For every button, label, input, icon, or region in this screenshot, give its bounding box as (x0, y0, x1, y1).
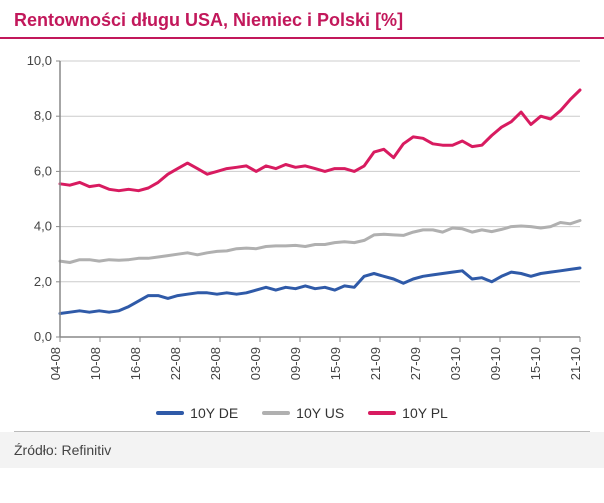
svg-text:15-09: 15-09 (328, 347, 343, 380)
svg-text:03-10: 03-10 (448, 347, 463, 380)
legend-swatch (156, 411, 184, 415)
legend-item-10y-de: 10Y DE (156, 405, 238, 421)
svg-text:2,0: 2,0 (34, 274, 52, 289)
legend-swatch (368, 411, 396, 415)
chart-title: Rentowności długu USA, Niemiec i Polski … (14, 10, 590, 31)
line-chart: 0,0 2,0 4,0 6,0 8,0 10,0 04-08 10-08 16-08 22-08 2… (14, 49, 590, 399)
svg-text:8,0: 8,0 (34, 108, 52, 123)
title-bar: Rentowności długu USA, Niemiec i Polski … (0, 0, 604, 39)
svg-text:09-09: 09-09 (288, 347, 303, 380)
svg-text:4,0: 4,0 (34, 219, 52, 234)
source-label: Źródło: Refinitiv (0, 432, 604, 468)
chart-area: 0,0 2,0 4,0 6,0 8,0 10,0 04-08 10-08 16-08 22-08 2… (0, 39, 604, 403)
svg-text:21-09: 21-09 (368, 347, 383, 380)
svg-text:22-08: 22-08 (168, 347, 183, 380)
legend-swatch (262, 411, 290, 415)
svg-text:09-10: 09-10 (488, 347, 503, 380)
svg-text:0,0: 0,0 (34, 329, 52, 344)
svg-text:16-08: 16-08 (128, 347, 143, 380)
legend-label: 10Y PL (402, 405, 448, 421)
legend: 10Y DE 10Y US 10Y PL (14, 403, 590, 432)
svg-text:10-08: 10-08 (88, 347, 103, 380)
svg-text:10,0: 10,0 (27, 53, 52, 68)
svg-text:04-08: 04-08 (48, 347, 63, 380)
svg-text:15-10: 15-10 (528, 347, 543, 380)
svg-text:6,0: 6,0 (34, 163, 52, 178)
legend-item-10y-us: 10Y US (262, 405, 344, 421)
chart-card: Rentowności długu USA, Niemiec i Polski … (0, 0, 604, 503)
svg-text:21-10: 21-10 (568, 347, 583, 380)
svg-text:27-09: 27-09 (408, 347, 423, 380)
svg-text:03-09: 03-09 (248, 347, 263, 380)
legend-label: 10Y US (296, 405, 344, 421)
legend-item-10y-pl: 10Y PL (368, 405, 448, 421)
legend-label: 10Y DE (190, 405, 238, 421)
svg-text:28-08: 28-08 (208, 347, 223, 380)
